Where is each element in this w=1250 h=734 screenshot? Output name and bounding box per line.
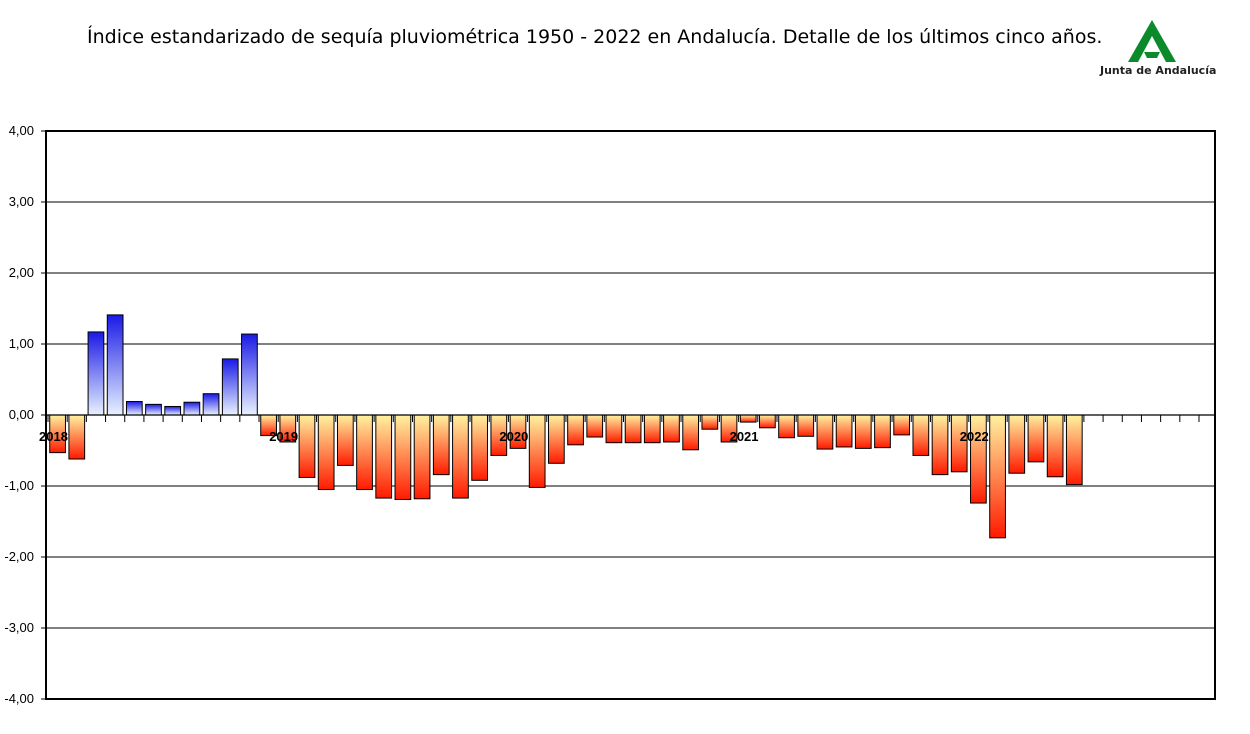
bar-month-11 <box>241 333 258 416</box>
y-tick-label: 4,00 <box>9 123 34 138</box>
bar-month-39 <box>778 414 795 439</box>
bar-month-31 <box>624 414 642 444</box>
bar-month-52 <box>1027 414 1045 463</box>
y-tick-label: 2,00 <box>9 265 34 280</box>
bar-month-47 <box>931 414 949 476</box>
y-tick-label: -2,00 <box>4 549 34 564</box>
bar-month-44 <box>874 414 891 449</box>
bar-month-34 <box>682 414 700 451</box>
chart-title: Índice estandarizado de sequía pluviomét… <box>87 26 1103 48</box>
bar-month-2 <box>68 414 86 460</box>
y-tick-label: 3,00 <box>9 194 34 209</box>
y-axis-ticks: 4,00 3,00 2,00 1,00 0,00 -1,00 -2,00 -3,00 -4,00 <box>4 123 46 706</box>
bar-month-10 <box>221 358 239 416</box>
bar-month-8 <box>183 401 201 416</box>
bar-month-40 <box>797 414 815 437</box>
bar-month-33 <box>663 414 680 443</box>
bar-month-22 <box>452 414 469 499</box>
bar-month-43 <box>854 414 872 449</box>
bar-month-28 <box>567 414 584 446</box>
bar-month-45 <box>893 414 911 436</box>
year-label-2018: 2018 <box>39 429 68 444</box>
year-label-2019: 2019 <box>269 429 298 444</box>
bar-month-42 <box>835 414 853 448</box>
bar-month-46 <box>912 414 930 456</box>
year-label-2021: 2021 <box>730 429 759 444</box>
bar-month-18 <box>375 414 393 499</box>
y-tick-label: -3,00 <box>4 620 34 635</box>
year-label-2022: 2022 <box>960 429 989 444</box>
bar-month-51 <box>1008 414 1026 474</box>
y-tick-label: 1,00 <box>9 336 34 351</box>
bars <box>46 314 1215 539</box>
bar-month-37 <box>739 414 757 423</box>
bar-month-6 <box>145 403 162 416</box>
bar-month-16 <box>336 414 354 466</box>
bar-month-26 <box>528 414 546 488</box>
bar-month-29 <box>586 414 604 438</box>
bar-month-38 <box>759 414 776 429</box>
logo-mark <box>1128 20 1176 62</box>
bar-month-50 <box>989 414 1006 539</box>
bar-month-53 <box>1046 414 1064 478</box>
bar-month-23 <box>471 414 488 481</box>
logo-text: Junta de Andalucía <box>1100 64 1217 77</box>
bar-month-4 <box>106 314 124 416</box>
bar-month-7 <box>164 405 182 416</box>
y-tick-label: -4,00 <box>4 691 34 706</box>
bar-month-15 <box>317 414 335 491</box>
junta-de-andalucia-logo <box>1128 20 1176 62</box>
y-tick-label: -1,00 <box>4 478 34 493</box>
bar-month-3 <box>87 331 105 416</box>
bar-month-5 <box>125 401 143 416</box>
year-label-2020: 2020 <box>499 429 528 444</box>
bar-month-20 <box>413 414 431 500</box>
bar-month-35 <box>701 414 719 430</box>
bar-month-9 <box>202 393 220 416</box>
plot-area-frame <box>45 130 1216 700</box>
bar-month-30 <box>605 414 623 444</box>
bar-month-41 <box>816 414 834 450</box>
bar-month-21 <box>432 414 450 476</box>
bar-month-14 <box>298 414 316 478</box>
bar-month-32 <box>643 414 661 444</box>
bar-month-17 <box>356 414 373 491</box>
bar-month-19 <box>394 414 412 500</box>
bar-month-54 <box>1065 414 1083 486</box>
y-tick-label: 0,00 <box>9 407 34 422</box>
bar-month-27 <box>547 414 565 464</box>
